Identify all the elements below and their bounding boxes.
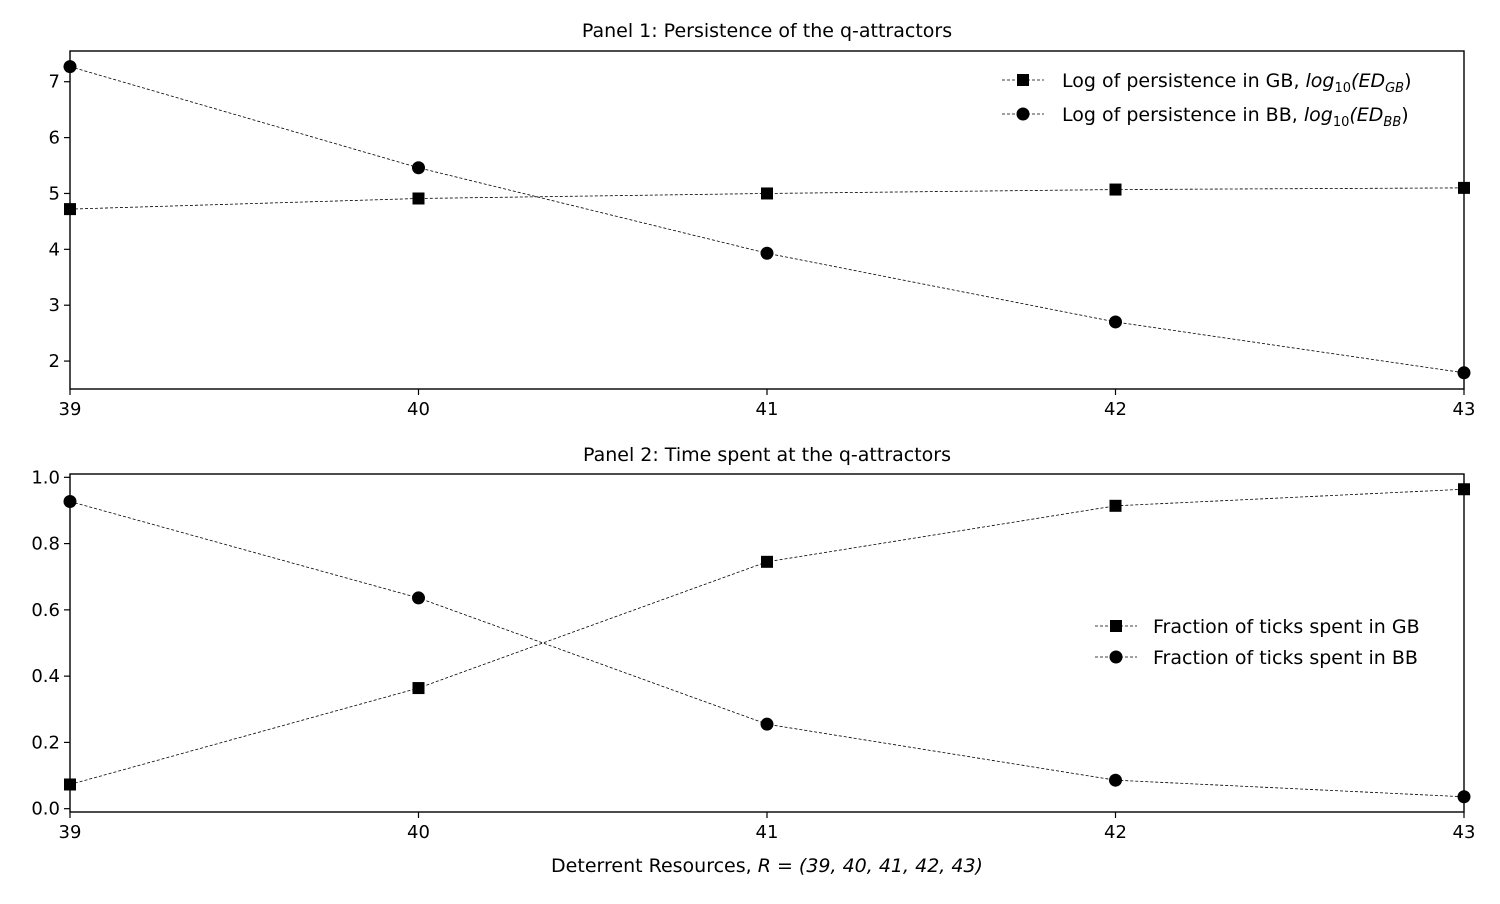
legend-marker-circle (1016, 107, 1030, 121)
legend: Fraction of ticks spent in GB Fraction of… (1095, 616, 1420, 669)
x-tick-label: 40 (407, 399, 430, 420)
data-point-square-40 (412, 682, 425, 695)
y-tick-label: 2 (49, 351, 60, 372)
data-point-square-40 (412, 192, 425, 205)
x-axis-label-text: Deterrent Resources, (551, 855, 758, 877)
y-tick-label: 5 (49, 183, 60, 204)
y-tick-label: 0.2 (31, 732, 60, 753)
x-tick-label: 41 (756, 822, 779, 843)
data-point-circle-41 (760, 717, 774, 731)
y-tick-label: 0.4 (31, 666, 60, 687)
data-point-square-42 (1109, 183, 1122, 196)
data-point-circle-41 (760, 246, 774, 260)
data-point-circle-42 (1109, 315, 1122, 329)
y-tick-label: 7 (49, 72, 60, 93)
data-point-circle-40 (412, 591, 425, 605)
legend-label: Log of persistence in GB, log10(EDGB) (1062, 70, 1412, 96)
legend: Log of persistence in GB, log10(EDGB) Log… (1002, 70, 1412, 130)
x-tick-label: 39 (59, 822, 82, 843)
x-tick-label: 39 (59, 399, 82, 420)
data-point-square-42 (1109, 499, 1122, 512)
x-tick-label: 41 (756, 399, 779, 420)
legend-marker-square (1017, 74, 1029, 86)
panel-1-title: Panel 1: Persistence of the q-attractors (582, 20, 952, 42)
y-tick-label: 4 (49, 239, 60, 260)
legend-label: Fraction of ticks spent in BB (1153, 647, 1418, 669)
x-tick-label: 42 (1104, 822, 1127, 843)
y-tick-label: 1.0 (31, 467, 60, 488)
legend-label: Log of persistence in BB, log10(EDBB) (1062, 104, 1409, 130)
panel-2-title: Panel 2: Time spent at the q-attractors (583, 444, 951, 466)
x-axis-label-math: R = (39, 40, 41, 42, 43) (758, 855, 983, 877)
axes-frame (69, 473, 1465, 813)
y-tick-label: 0.0 (31, 799, 60, 820)
data-point-circle-42 (1109, 773, 1122, 787)
data-point-square-41 (761, 555, 773, 568)
y-tick-label: 3 (49, 295, 60, 316)
x-tick-label: 43 (1453, 822, 1476, 843)
x-tick-label: 40 (407, 822, 430, 843)
y-tick-label: 0.6 (31, 600, 60, 621)
panel-2-time-spent: Panel 2: Time spent at the q-attractors 3… (31, 444, 1475, 843)
data-point-square-41 (761, 187, 773, 200)
x-axis-label: Deterrent Resources, R = (39, 40, 41, 42… (551, 855, 983, 877)
x-tick-label: 43 (1453, 399, 1476, 420)
y-tick-label: 0.8 (31, 534, 60, 555)
legend-label: Fraction of ticks spent in GB (1153, 616, 1420, 638)
x-tick-label: 42 (1104, 399, 1127, 420)
panel-1-persistence: Panel 1: Persistence of the q-attractors… (49, 20, 1476, 420)
y-tick-label: 6 (49, 128, 60, 149)
axes-frame (69, 50, 1465, 390)
legend-marker-square (1110, 620, 1122, 632)
data-point-circle-40 (412, 161, 425, 175)
legend-marker-circle (1109, 650, 1123, 664)
